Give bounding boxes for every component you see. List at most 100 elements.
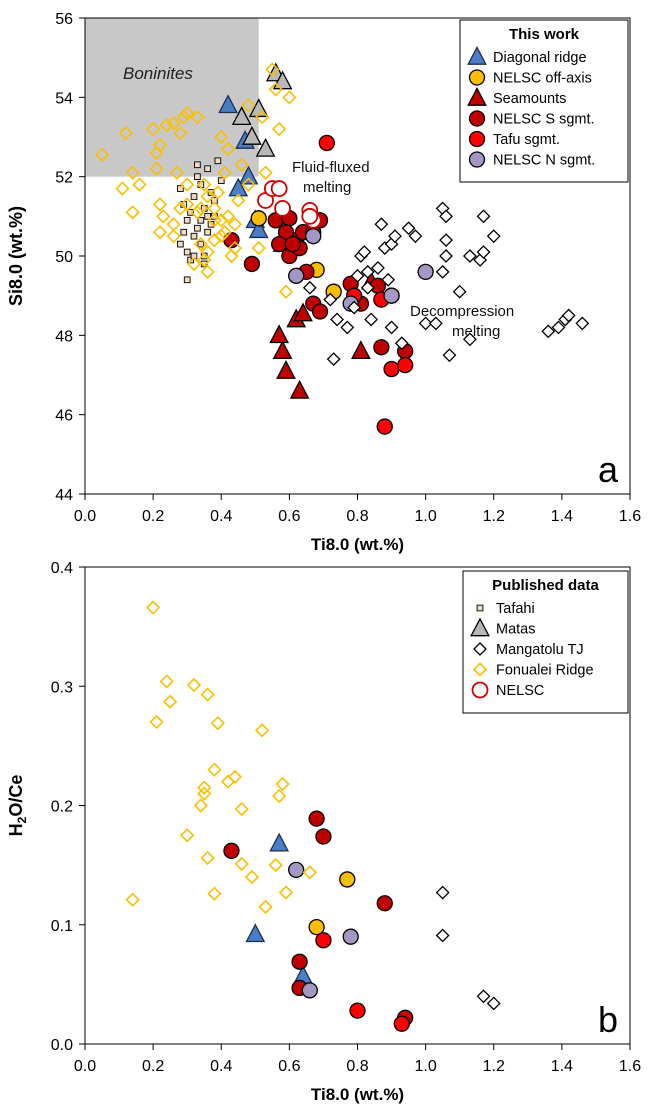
data-point xyxy=(149,714,164,730)
data-point xyxy=(418,316,433,331)
data-point xyxy=(326,352,341,367)
data-point xyxy=(351,340,371,360)
data-point xyxy=(217,177,225,184)
data-point xyxy=(288,267,305,284)
data-point xyxy=(255,137,276,157)
data-point xyxy=(220,774,236,789)
legend-this-work: This work Diagonal ridge NELSC off-axis Sea… xyxy=(459,19,629,183)
data-point xyxy=(177,240,184,248)
chart-panel-a: Boninites Fluid-fluxed melting Decompressio… xyxy=(6,11,641,554)
data-point xyxy=(183,216,191,224)
data-point xyxy=(118,125,134,141)
data-point xyxy=(245,923,266,943)
data-point xyxy=(268,857,283,873)
y-tick-label: 50 xyxy=(55,249,73,266)
data-point xyxy=(186,256,202,272)
y-tick-label: 0.1 xyxy=(51,918,73,935)
data-point xyxy=(401,221,416,236)
data-point xyxy=(561,308,576,323)
data-point xyxy=(152,137,168,153)
data-point xyxy=(115,181,130,196)
data-point xyxy=(241,98,256,113)
data-point xyxy=(305,228,322,245)
legend-marker xyxy=(476,604,484,612)
legend-item: NELSC N sgmt. xyxy=(468,151,595,169)
data-point xyxy=(248,219,269,239)
data-point xyxy=(551,320,566,335)
x-tick-label: 1.6 xyxy=(619,508,641,525)
data-point xyxy=(265,62,280,77)
legend-label: NELSC off-axis xyxy=(493,71,592,87)
data-point xyxy=(214,129,229,145)
series-nelsc xyxy=(257,180,322,229)
x-tick-label: 0.2 xyxy=(142,508,164,525)
data-point xyxy=(193,236,208,252)
data-point xyxy=(435,928,450,943)
y-tick-label: 44 xyxy=(55,487,73,504)
data-point xyxy=(197,252,212,268)
data-point xyxy=(217,165,232,180)
data-point xyxy=(272,340,293,360)
data-point xyxy=(575,316,590,331)
legend-published-data: Published data Tafahi Matas Mangatolu TJ Fon… xyxy=(462,570,629,714)
y-tick-label: 0.3 xyxy=(51,679,73,696)
annotation-fluid-fluxed: Fluid-fluxed melting xyxy=(292,159,370,196)
x-tick-label: 0.6 xyxy=(278,1058,300,1075)
x-axis-label: Ti8.0 (wt.%) xyxy=(311,535,404,554)
data-point xyxy=(408,229,423,244)
y-axis-label: Si8.0 (wt.%) xyxy=(6,206,26,306)
x-tick-label: 1.0 xyxy=(415,508,437,525)
legend-item: Matas xyxy=(470,617,536,638)
legend-marker xyxy=(468,151,486,168)
data-point xyxy=(207,201,222,216)
series-tafu-sgmt- xyxy=(315,932,410,1032)
data-point xyxy=(435,885,450,900)
data-point xyxy=(371,260,385,275)
data-point xyxy=(183,248,191,256)
data-point xyxy=(339,871,356,888)
legend-marker xyxy=(467,45,487,65)
data-point xyxy=(180,106,195,121)
data-point xyxy=(207,886,222,901)
legend-label: Tafahi xyxy=(496,601,535,617)
data-point xyxy=(234,801,249,817)
data-point xyxy=(207,233,222,248)
legend-item: Tafu sgmt. xyxy=(468,130,560,148)
data-point xyxy=(197,786,212,801)
data-point xyxy=(218,94,238,114)
data-point xyxy=(234,856,249,872)
data-point xyxy=(190,193,198,200)
data-point xyxy=(243,255,261,273)
data-point xyxy=(428,316,443,331)
series-nelsc-off-axis xyxy=(308,871,356,936)
data-point xyxy=(159,674,174,689)
data-point xyxy=(452,284,467,299)
data-point xyxy=(200,264,215,279)
x-tick-label: 1.2 xyxy=(483,508,505,525)
x-tick-label: 0.8 xyxy=(346,1058,368,1075)
y-tick-label: 46 xyxy=(55,408,73,425)
series-diagonal-ridge xyxy=(245,832,313,984)
legend-title: This work xyxy=(509,26,580,43)
data-point xyxy=(227,240,243,256)
legend-label: NELSC xyxy=(496,683,544,699)
series-seamounts xyxy=(269,270,381,399)
data-point xyxy=(193,201,208,216)
data-point xyxy=(486,229,501,244)
data-point xyxy=(376,418,393,435)
data-point xyxy=(360,264,375,279)
data-point xyxy=(250,210,267,227)
legend-frame xyxy=(462,570,629,714)
data-point xyxy=(308,918,325,936)
data-point xyxy=(274,199,291,217)
data-point xyxy=(204,228,211,236)
data-point xyxy=(197,780,212,795)
y-tick-label: 56 xyxy=(55,11,73,28)
data-point xyxy=(197,216,205,224)
legend-item: NELSC xyxy=(471,681,544,699)
data-point xyxy=(190,205,205,220)
legend-title: Published data xyxy=(492,577,599,594)
data-point xyxy=(476,209,491,224)
legend-marker xyxy=(471,681,489,699)
data-point xyxy=(200,687,215,702)
